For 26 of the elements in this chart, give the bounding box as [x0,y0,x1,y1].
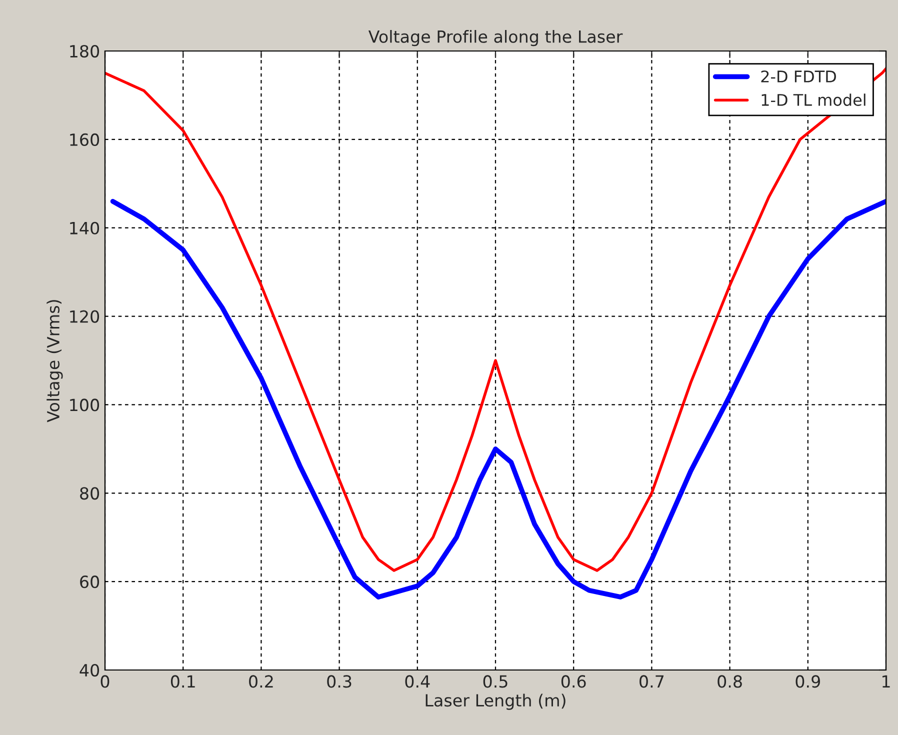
x-tick-label: 0.7 [640,675,664,688]
y-axis-title: Voltage (Vrms) [46,300,63,422]
y-tick-label: 160 [70,133,100,146]
x-tick-label: 0 [100,675,110,688]
x-tick-label: 0.3 [327,675,352,688]
chart-title: Voltage Profile along the Laser [368,30,623,46]
x-tick-label: 0.9 [796,675,820,688]
y-tick-label: 60 [80,576,100,588]
line-series [105,67,886,572]
y-tick-label: 40 [80,664,100,677]
x-tick-label: 0.5 [483,675,508,688]
legend-label: 2-D FDTD [761,70,836,82]
x-axis-title: Laser Length (m) [426,694,566,710]
y-tick-label: 80 [80,487,100,500]
x-tick-label: 0.4 [405,675,430,688]
legend-label: 1-D TL model [762,94,866,106]
y-tick-label: 100 [70,398,100,412]
x-tick-label: 0.6 [561,675,586,688]
x-tick-label: 0.8 [718,675,742,688]
x-tick-label: 0.2 [249,675,273,688]
y-tick-label: 140 [70,222,100,234]
x-tick-label: 1 [882,675,890,688]
y-tick-label: 120 [70,310,100,323]
y-tick-label: 180 [70,44,100,58]
line-series [110,198,886,600]
x-tick-label: 0.1 [170,675,195,688]
